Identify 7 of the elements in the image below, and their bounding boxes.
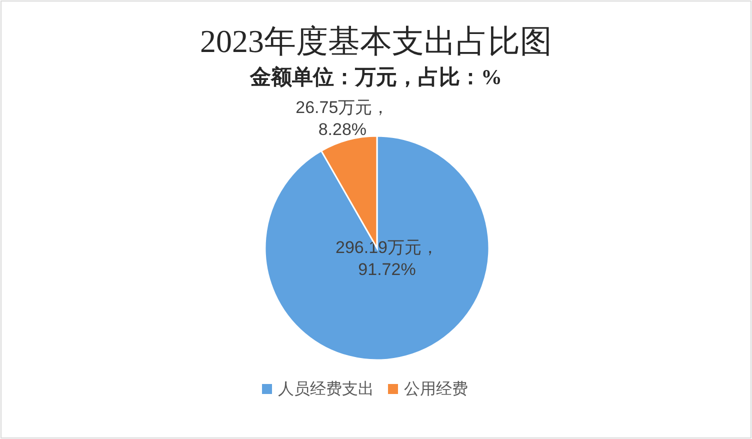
data-label: 296.19万元， 91.72% bbox=[336, 238, 438, 279]
pie-slice bbox=[264, 135, 490, 361]
legend-label: 人员经费支出 bbox=[278, 380, 374, 398]
chart-subtitle: 金额单位：万元，占比：% bbox=[249, 65, 502, 89]
legend-label: 公用经费 bbox=[404, 380, 468, 398]
data-label: 26.75万元， 8.28% bbox=[296, 98, 390, 140]
chart-title: 2023年度基本支出占比图 bbox=[200, 23, 552, 59]
